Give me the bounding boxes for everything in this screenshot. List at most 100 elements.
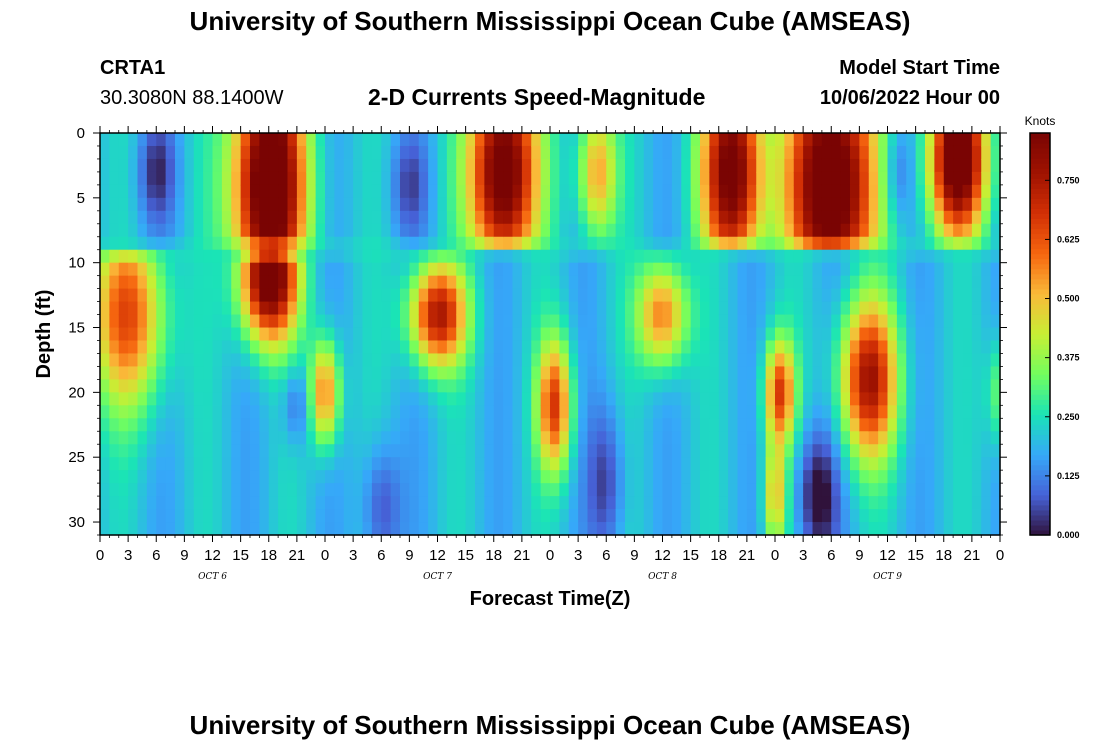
heatmap-cell (409, 223, 420, 238)
heatmap-cell (596, 392, 607, 406)
colorbar-segment (1030, 178, 1050, 184)
heatmap-cell (465, 340, 476, 355)
heatmap-cell (821, 496, 832, 510)
heatmap-cell (578, 431, 589, 445)
heatmap-cell (662, 496, 673, 510)
heatmap-cell (306, 418, 317, 432)
heatmap-cell (400, 236, 410, 251)
heatmap-cell (568, 223, 579, 238)
heatmap-cell (156, 158, 167, 173)
heatmap-cell (456, 288, 467, 303)
heatmap-cell (868, 145, 879, 160)
heatmap-cell (137, 171, 148, 186)
heatmap-cell (943, 470, 954, 484)
heatmap-cell (362, 223, 373, 238)
heatmap-cell (418, 210, 429, 225)
heatmap-cell (737, 327, 748, 342)
heatmap-cell (925, 288, 935, 303)
heatmap-cell (859, 210, 870, 225)
heatmap-cell (409, 470, 420, 484)
heatmap-cell (587, 496, 598, 510)
heatmap-cell (615, 171, 626, 186)
heatmap-cell (568, 509, 579, 523)
x-tick-label: 18 (260, 547, 277, 564)
colorbar-segment (1030, 489, 1050, 496)
heatmap-cell (634, 327, 645, 342)
heatmap-cell (334, 210, 345, 225)
heatmap-cell (212, 158, 223, 173)
heatmap-cell (268, 197, 279, 212)
heatmap-cell (578, 470, 589, 484)
heatmap-cell (606, 418, 617, 432)
heatmap-cell (587, 379, 598, 393)
heatmap-cell (540, 405, 551, 419)
heatmap-cell (334, 509, 345, 523)
heatmap-cell (831, 197, 842, 212)
heatmap-cell (756, 470, 767, 484)
heatmap-cell (625, 457, 635, 471)
heatmap-cell (175, 249, 185, 264)
heatmap-cell (606, 509, 617, 523)
colorbar-segment (1030, 253, 1050, 260)
page-title: University of Southern Mississippi Ocean… (189, 6, 911, 36)
heatmap-cell (287, 392, 298, 406)
heatmap-cell (587, 340, 598, 355)
heatmap-cell (315, 210, 326, 225)
heatmap-cell (625, 509, 635, 523)
heatmap-cell (353, 509, 364, 523)
heatmap-cell (850, 327, 860, 342)
heatmap-cell (428, 262, 439, 277)
heatmap-cell (390, 301, 401, 316)
heatmap-cell (962, 444, 973, 458)
heatmap-cell (878, 288, 889, 303)
heatmap-cell (662, 457, 673, 471)
heatmap-cell (718, 392, 729, 406)
x-tick-label: 15 (682, 547, 699, 564)
heatmap-cell (175, 314, 185, 329)
heatmap-cell (859, 379, 870, 393)
heatmap-cell (990, 327, 1001, 342)
heatmap-cell (718, 314, 729, 329)
heatmap-cell (475, 301, 485, 316)
heatmap-cell (681, 314, 692, 329)
heatmap-cell (709, 340, 720, 355)
heatmap-cell (606, 340, 617, 355)
heatmap-cell (371, 249, 382, 264)
heatmap-cell (128, 431, 139, 445)
heatmap-cell (231, 340, 242, 355)
heatmap-cell (690, 197, 701, 212)
heatmap-cell (193, 184, 204, 199)
heatmap-cell (250, 405, 260, 419)
heatmap-cell (990, 301, 1001, 316)
heatmap-cell (484, 275, 495, 290)
heatmap-cell (671, 249, 682, 264)
heatmap-cell (953, 444, 964, 458)
colorbar-segment (1030, 484, 1050, 491)
heatmap-cell (306, 314, 317, 329)
heatmap-cell (868, 483, 879, 497)
heatmap-cell (578, 457, 589, 471)
heatmap-cell (100, 366, 110, 380)
heatmap-cell (475, 133, 485, 147)
heatmap-cell (953, 288, 964, 303)
heatmap-cell (812, 314, 823, 329)
heatmap-cell (100, 249, 110, 264)
heatmap-cell (325, 522, 335, 536)
heatmap-cell (184, 457, 195, 471)
heatmap-cell (493, 223, 504, 238)
heatmap-cell (746, 158, 757, 173)
heatmap-cell (456, 444, 467, 458)
heatmap-cell (681, 262, 692, 277)
heatmap-cell (737, 340, 748, 355)
heatmap-cell (868, 418, 879, 432)
heatmap-cell (746, 457, 757, 471)
heatmap-cell (418, 522, 429, 536)
heatmap-cell (137, 470, 148, 484)
heatmap-cell (418, 184, 429, 199)
heatmap-cell (400, 353, 410, 368)
x-tick-label: 18 (710, 547, 727, 564)
heatmap-cell (325, 288, 335, 303)
heatmap-cell (531, 210, 542, 225)
heatmap-cell (381, 509, 392, 523)
heatmap-cell (615, 405, 626, 419)
